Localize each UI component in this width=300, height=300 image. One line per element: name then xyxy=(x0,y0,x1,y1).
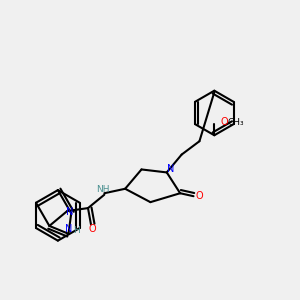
Text: CH₃: CH₃ xyxy=(227,118,244,127)
Text: N: N xyxy=(66,207,74,217)
Text: O: O xyxy=(88,224,96,234)
Text: H: H xyxy=(74,226,80,235)
Text: O: O xyxy=(196,191,203,201)
Text: N: N xyxy=(65,224,72,234)
Text: NH: NH xyxy=(96,185,110,194)
Text: N: N xyxy=(167,164,174,174)
Text: O: O xyxy=(221,118,229,128)
